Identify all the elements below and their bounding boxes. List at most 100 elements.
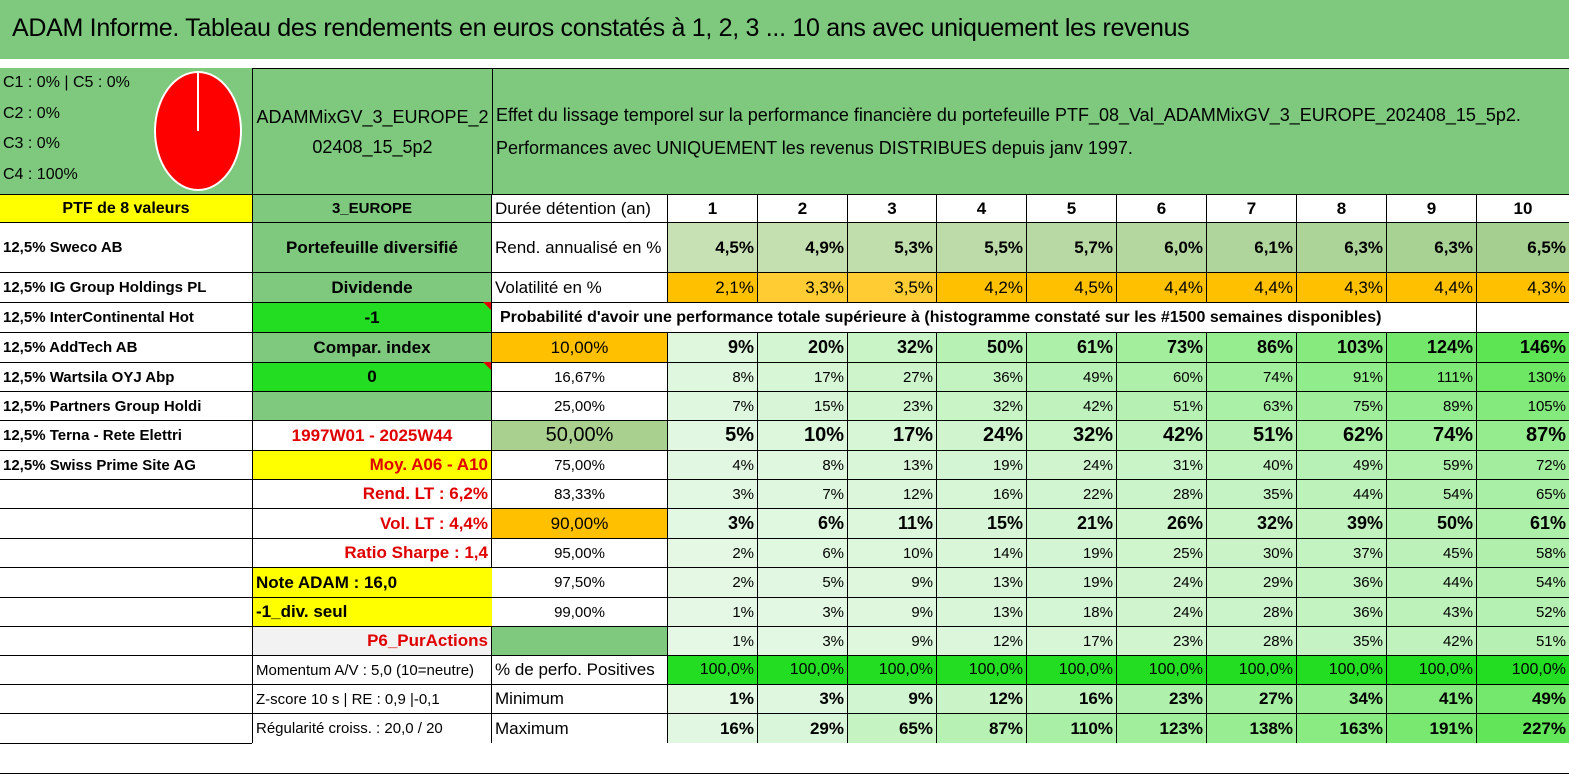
minimum-value: 1% [667,684,757,713]
minimum-value: 34% [1296,684,1386,713]
portfolio-name-cell: ADAMMixGV_3_EUROPE_2 02408_15_5p2 [252,68,492,194]
vol-label: Volatilité en % [492,272,667,302]
quantile-value: 10% [757,420,847,450]
year-header: 7 [1206,194,1296,222]
minimum-value: 49% [1476,684,1569,713]
regularite-label: Régularité croiss. : 20,0 / 20 [252,713,492,743]
quantile-value: 58% [1476,538,1569,567]
quantile-value: 54% [1386,479,1476,508]
quantile-label: 25,00% [492,391,667,420]
holding-item: 12,5% AddTech AB [0,332,252,362]
quantile-value: 27% [847,362,936,391]
quantile-value: 103% [1296,332,1386,362]
quantile-value: 43% [1386,597,1476,626]
rend-value: 4,9% [757,222,847,272]
holding-item: 12,5% Partners Group Holdi [0,391,252,420]
positive-perf-value: 100,0% [1026,655,1116,684]
vol-value: 4,3% [1296,272,1386,302]
quantile-value: 65% [1476,479,1569,508]
allocation-pie-chart [154,71,242,191]
comment-marker [483,302,491,310]
year-header: 8 [1296,194,1386,222]
compar-index-label: Compar. index [252,332,492,362]
quantile-value: 10% [847,538,936,567]
positive-perf-value: 100,0% [1296,655,1386,684]
maximum-value: 123% [1116,713,1206,743]
quantile-value: 42% [1026,391,1116,420]
left-empty-cell [0,743,252,773]
positive-perf-value: 100,0% [757,655,847,684]
quantile-value: 51% [1206,420,1296,450]
quantile-value: 74% [1206,362,1296,391]
quantile-value: 36% [1296,597,1386,626]
quantile-value: 14% [936,538,1026,567]
left-empty-cell [0,538,252,567]
empty-cell [1476,302,1569,332]
maximum-value: 191% [1386,713,1476,743]
quantile-value: 31% [1116,450,1206,479]
positive-perf-value: 100,0% [667,655,757,684]
quantile-value: 32% [1026,420,1116,450]
note-adam: Note ADAM : 16,0 [252,567,492,597]
minimum-label: Minimum [492,684,667,713]
quantile-value: 6% [757,508,847,538]
portfolio-name-line2: 02408_15_5p2 [312,136,433,157]
quantile-value: 3% [757,626,847,655]
legend-c4: C4 : 100% [3,166,78,183]
quantile-value: 28% [1116,479,1206,508]
rend-value: 5,5% [936,222,1026,272]
quantile-value: 2% [667,538,757,567]
holding-item: 12,5% Sweco AB [0,222,252,272]
left-empty-cell [0,567,252,597]
left-empty-cell [0,655,252,684]
momentum-label: Momentum A/V : 5,0 (10=neutre) [252,655,492,684]
quantile-value: 49% [1296,450,1386,479]
quantile-value: 50% [936,332,1026,362]
description-cell: Effet du lissage temporel sur la perform… [492,68,1569,194]
vol-value: 3,5% [847,272,936,302]
moy-label: Moy. A06 - A10 [252,450,492,479]
minimum-value: 41% [1386,684,1476,713]
quantile-value: 8% [757,450,847,479]
maximum-value: 29% [757,713,847,743]
quantile-value: 19% [1026,538,1116,567]
vol-value: 4,4% [1206,272,1296,302]
quantile-value: 72% [1476,450,1569,479]
left-empty-cell [0,713,252,743]
maximum-value: 87% [936,713,1026,743]
quantile-value: 3% [757,597,847,626]
left-empty-cell [0,479,252,508]
quantile-value: 59% [1386,450,1476,479]
quantile-value: 22% [1026,479,1116,508]
quantile-value: 62% [1296,420,1386,450]
quantile-label: 10,00% [492,332,667,362]
quantile-value: 60% [1116,362,1206,391]
quantile-label: 90,00% [492,508,667,538]
quantile-value: 130% [1476,362,1569,391]
rend-label: Rend. annualisé en % [492,222,667,272]
quantile-value: 24% [1116,597,1206,626]
positive-perf-value: 100,0% [847,655,936,684]
dividende-value: -1 [252,302,492,332]
minimum-value: 12% [936,684,1026,713]
quantile-value: 35% [1206,479,1296,508]
spacer-row [667,626,1569,655]
quantile-value: 6% [757,538,847,567]
pie-legend-area: C1 : 0% | C5 : 0% C2 : 0% C3 : 0% C4 : 1… [0,68,252,194]
comment-marker [483,362,491,370]
spacer-cell [492,626,667,655]
quantile-label: 16,67% [492,362,667,391]
quantile-value: 40% [1206,450,1296,479]
quantile-value: 91% [1296,362,1386,391]
quantile-value: 19% [936,450,1026,479]
quantile-value: 8% [667,362,757,391]
vol-value: 3,3% [757,272,847,302]
quantile-value: 89% [1386,391,1476,420]
quantile-value: 1% [667,597,757,626]
quantile-value: 44% [1386,567,1476,597]
positive-perf-value: 100,0% [1116,655,1206,684]
year-header: 1 [667,194,757,222]
mid-region: 3_EUROPE [252,194,492,222]
maximum-value: 65% [847,713,936,743]
quantile-value: 146% [1476,332,1569,362]
